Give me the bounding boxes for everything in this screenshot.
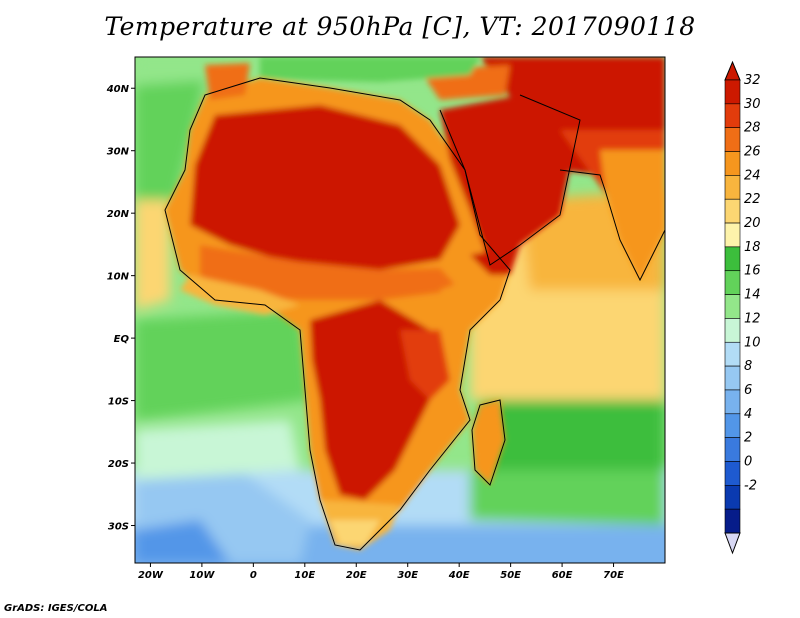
colorbar-swatch: [724, 103, 741, 128]
lon-label: 30E: [397, 570, 418, 581]
colorbar-swatch: [724, 294, 741, 319]
colorbar-label: 18: [744, 240, 761, 255]
lat-label: 10N: [107, 272, 130, 283]
colorbar-label: 10: [744, 335, 761, 350]
lon-label: 0: [250, 570, 257, 581]
temperature-field: [135, 57, 665, 563]
longitude-axis: 20W 10W 0 10E 20E 30E 40E 50E 60E 70E: [138, 563, 624, 581]
colorbar-swatch: [724, 508, 741, 534]
map-frame: [134, 56, 666, 564]
colorbar-swatch: [724, 270, 741, 295]
colorbar-swatch: [724, 175, 741, 200]
colorbar-top-arrow: [724, 60, 741, 81]
colorbar-label: 8: [744, 359, 752, 374]
colorbar-swatch: [724, 127, 741, 152]
colorbar-label: 24: [744, 168, 761, 183]
lon-label: 60E: [552, 570, 573, 581]
colorbar-swatch: [724, 461, 741, 486]
colorbar-label: 6: [744, 383, 752, 398]
colorbar-label: 26: [744, 145, 761, 160]
latitude-axis: 40N 30N 20N 10N EQ 10S 20S 30S: [106, 84, 135, 533]
colorbar-swatch: [724, 198, 741, 224]
colorbar-label: 12: [744, 311, 761, 326]
colorbar-swatch: [724, 151, 741, 176]
colorbar-swatch: [724, 246, 741, 272]
colorbar-swatch: [724, 389, 741, 415]
colorbar-label: 32: [744, 73, 761, 88]
colorbar-swatch: [724, 341, 741, 367]
lat-label: EQ: [114, 334, 130, 345]
colorbar-label: 14: [744, 288, 761, 303]
lon-label: 40E: [448, 570, 470, 581]
colorbar-bottom-arrow: [724, 532, 741, 555]
lon-label: 10E: [294, 570, 315, 581]
colorbar-label: 16: [744, 264, 761, 279]
lon-label: 70E: [603, 570, 624, 581]
colorbar-label: 2: [744, 431, 752, 446]
lat-label: 40N: [106, 84, 130, 95]
coastlines: [164, 77, 665, 551]
colorbar-swatch: [724, 437, 741, 462]
grads-credit: GrADS: IGES/COLA: [4, 603, 108, 614]
colorbar-label: 4: [744, 407, 752, 422]
colorbar-swatch: [724, 413, 741, 438]
colorbar-swatch: [724, 365, 741, 391]
colorbar-swatch: [724, 79, 741, 105]
lat-label: 30S: [108, 522, 129, 533]
colorbar-label: 0: [744, 454, 752, 469]
colorbar-label: 30: [744, 97, 761, 112]
lat-label: 30N: [107, 147, 130, 158]
colorbar-swatch: [724, 485, 741, 510]
lat-label: 20S: [108, 459, 129, 470]
lat-label: 20N: [107, 209, 130, 220]
lon-label: 10W: [189, 570, 215, 581]
colorbar-label: 28: [744, 121, 761, 136]
colorbar-swatch: [724, 318, 741, 343]
colorbar-label: -2: [744, 478, 757, 493]
map-title: Temperature at 950hPa [C], VT: 201709011…: [104, 12, 696, 41]
lon-label: 50E: [500, 570, 521, 581]
colorbar-swatch: [724, 222, 741, 248]
colorbar-label: 22: [744, 192, 761, 207]
lon-label: 20W: [138, 570, 164, 581]
colorbar-label: 20: [744, 216, 761, 231]
lon-label: 20E: [346, 570, 367, 581]
lat-label: 10S: [108, 397, 129, 408]
